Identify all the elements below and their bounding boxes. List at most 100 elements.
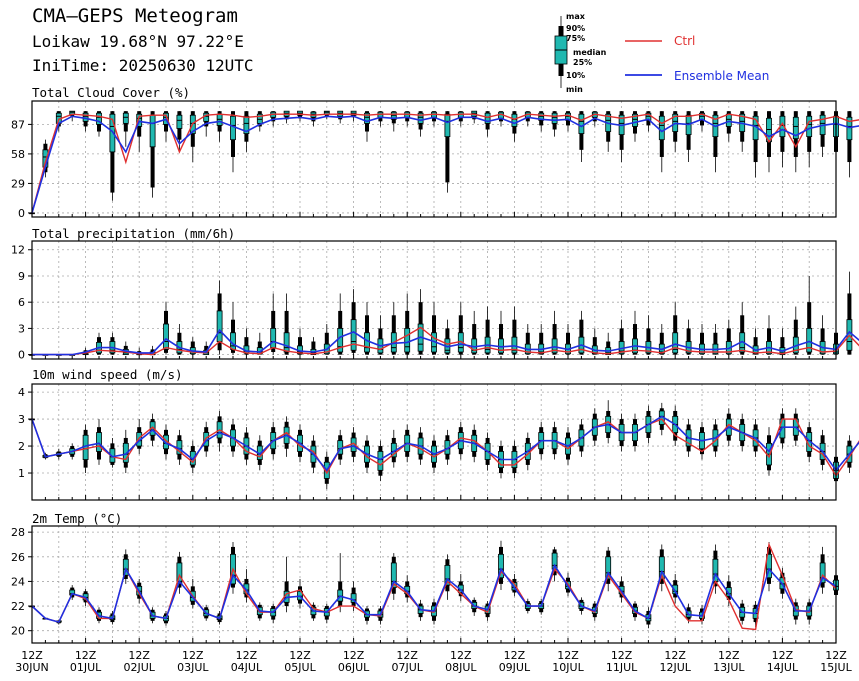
- ensemble-box: [672, 574, 679, 604]
- x-tick-label-date: 14JUL: [767, 661, 799, 674]
- box-p10-p90: [659, 332, 664, 355]
- ensemble-box: [297, 110, 303, 122]
- x-tick-label-hour: 12Z: [289, 649, 311, 662]
- ensemble-box: [457, 302, 464, 355]
- init-time-label: IniTime: 20250630 12UTC: [32, 56, 254, 75]
- x-tick-label-hour: 12Z: [182, 649, 204, 662]
- box-iqr: [163, 323, 169, 350]
- box-legend: [554, 16, 568, 88]
- ensemble-box: [819, 546, 826, 594]
- panel-frame: [31, 100, 837, 218]
- x-tick-label-hour: 12Z: [75, 649, 97, 662]
- box-iqr: [846, 116, 853, 141]
- ensemble-box: [766, 542, 772, 592]
- ensemble-box: [484, 111, 491, 137]
- box-iqr: [243, 115, 250, 134]
- box-iqr: [444, 565, 451, 586]
- box-iqr: [672, 332, 679, 354]
- ensemble-box: [163, 302, 169, 355]
- ensemble-box: [444, 319, 451, 355]
- box-iqr: [96, 112, 102, 125]
- ensemble-box: [96, 111, 102, 137]
- x-tick-label-date: 02JUL: [123, 661, 155, 674]
- ensemble-box: [337, 553, 344, 613]
- y-tick-label: 2: [18, 440, 25, 453]
- x-tick-label-date: 09JUL: [499, 661, 531, 674]
- ensemble-box: [739, 302, 746, 355]
- ensemble-box: [122, 111, 129, 147]
- ensemble-mean-line: [31, 563, 837, 624]
- x-tick-label-date: 05JUL: [284, 661, 316, 674]
- ensemble-box: [672, 302, 679, 355]
- panel-frame: [31, 383, 837, 501]
- ensemble-box: [270, 603, 277, 624]
- y-tick-label: 29: [11, 177, 25, 190]
- box-iqr: [176, 562, 183, 585]
- box-iqr: [444, 113, 451, 138]
- ensemble-box: [390, 429, 397, 468]
- legend-box-label: min: [566, 85, 583, 94]
- box-iqr: [725, 587, 732, 597]
- ensemble-box: [417, 289, 424, 355]
- ensemble-box: [511, 306, 518, 355]
- x-tick-label-date: 13JUL: [713, 661, 745, 674]
- ensemble-box: [538, 111, 545, 132]
- box-iqr: [511, 336, 518, 354]
- box-p10-p90: [445, 111, 450, 183]
- box-p10-p90: [150, 111, 155, 188]
- box-iqr: [484, 112, 491, 124]
- x-tick-label-date: 04JUL: [231, 661, 263, 674]
- y-tick-label: 22: [11, 600, 25, 613]
- ensemble-box: [498, 540, 504, 591]
- ensemble-box: [176, 551, 183, 594]
- y-tick-label: 24: [11, 575, 25, 588]
- panel-title-temp: 2m Temp (°C): [32, 511, 123, 526]
- meteogram-title: CMA—GEPS Meteogram: [32, 5, 238, 27]
- ensemble-box: [658, 111, 665, 173]
- panel-title-cloud: Total Cloud Cover (%): [32, 85, 191, 100]
- ensemble-box: [792, 111, 799, 173]
- box-iqr: [230, 115, 236, 141]
- ensemble-box: [230, 111, 236, 173]
- box-iqr: [672, 584, 679, 595]
- y-tick-label: 0: [18, 207, 25, 220]
- x-tick-label-date: 07JUL: [391, 661, 423, 674]
- legend-box-label: 25%: [573, 58, 592, 67]
- box-iqr: [216, 113, 223, 126]
- box-iqr: [658, 115, 665, 141]
- box-iqr: [350, 593, 357, 603]
- box-iqr: [390, 562, 397, 588]
- ensemble-box: [297, 578, 303, 609]
- x-tick-label-hour: 12Z: [664, 649, 686, 662]
- x-tick-label-hour: 12Z: [557, 649, 579, 662]
- x-tick-label-hour: 12Z: [772, 649, 794, 662]
- box-p10-p90: [324, 332, 329, 355]
- ensemble-box: [444, 111, 451, 193]
- location-label: Loikaw 19.68°N 97.22°E: [32, 32, 244, 51]
- legend-ctrl-label: Ctrl: [674, 34, 695, 48]
- ensemble-box: [109, 437, 116, 468]
- box-iqr: [364, 332, 370, 353]
- x-tick-label-hour: 12Z: [396, 649, 418, 662]
- ensemble-box: [323, 110, 330, 120]
- y-tick-label: 0: [18, 349, 25, 362]
- legend-mean-label: Ensemble Mean: [674, 69, 769, 83]
- box-p10-p90: [700, 332, 704, 355]
- ensemble-box: [645, 315, 652, 355]
- box-iqr: [792, 116, 799, 140]
- x-tick-label-hour: 12Z: [504, 649, 526, 662]
- box-iqr: [806, 328, 813, 353]
- x-tick-label-hour: 12Z: [718, 649, 740, 662]
- box-iqr: [551, 338, 558, 354]
- ensemble-box: [82, 111, 89, 132]
- x-tick-label-hour: 12Z: [825, 649, 847, 662]
- ensemble-box: [605, 111, 612, 152]
- x-tick-label-date: 12JUL: [659, 661, 691, 674]
- x-tick-label-hour: 12Z: [450, 649, 472, 662]
- panel-frame: [31, 525, 837, 644]
- x-tick-label-date: 11JUL: [606, 661, 638, 674]
- y-tick-label: 12: [11, 244, 25, 257]
- x-tick-label-hour: 12Z: [236, 649, 258, 662]
- box-iqr: [819, 562, 826, 584]
